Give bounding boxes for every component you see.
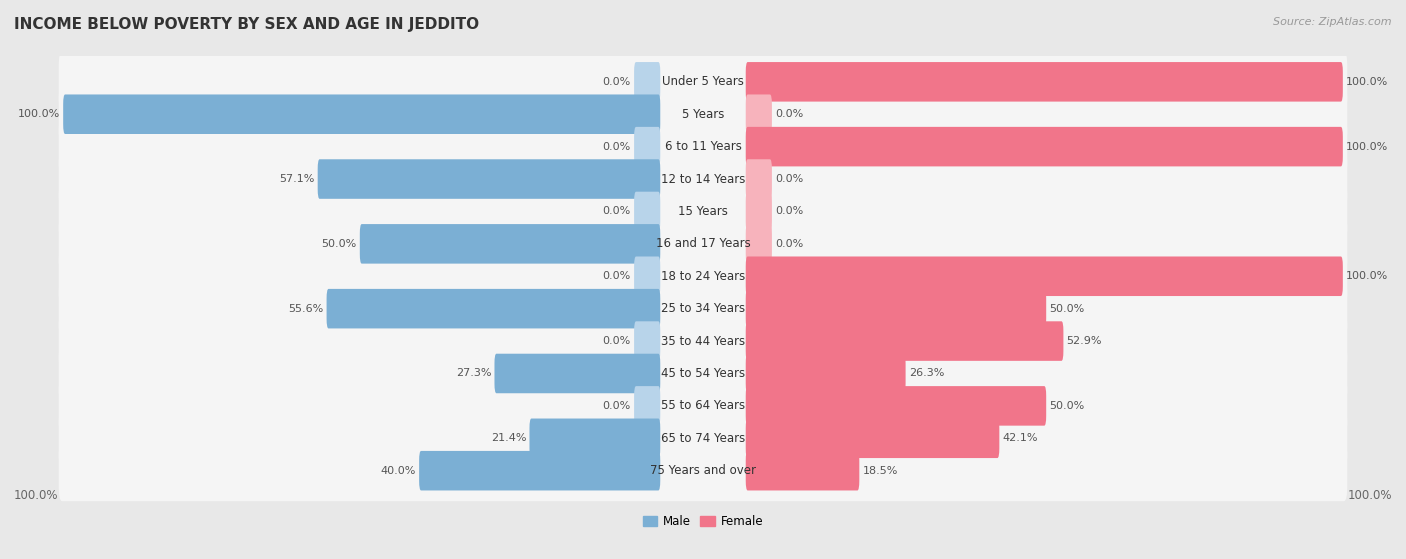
FancyBboxPatch shape [63,94,661,134]
FancyBboxPatch shape [745,289,1046,329]
Text: 100.0%: 100.0% [1347,490,1392,503]
Text: 0.0%: 0.0% [775,206,803,216]
Text: Source: ZipAtlas.com: Source: ZipAtlas.com [1274,17,1392,27]
FancyBboxPatch shape [530,419,661,458]
Text: 55 to 64 Years: 55 to 64 Years [661,399,745,413]
FancyBboxPatch shape [745,62,1343,102]
FancyBboxPatch shape [59,278,1347,339]
FancyBboxPatch shape [745,321,1063,361]
Text: 16 and 17 Years: 16 and 17 Years [655,238,751,250]
Text: 27.3%: 27.3% [456,368,491,378]
FancyBboxPatch shape [745,94,772,134]
Text: 35 to 44 Years: 35 to 44 Years [661,335,745,348]
Text: 15 Years: 15 Years [678,205,728,218]
FancyBboxPatch shape [495,354,661,393]
Text: 100.0%: 100.0% [1346,77,1388,87]
Text: 5 Years: 5 Years [682,108,724,121]
FancyBboxPatch shape [634,192,661,231]
Text: 50.0%: 50.0% [1049,304,1084,314]
FancyBboxPatch shape [745,451,859,490]
FancyBboxPatch shape [745,419,1000,458]
Text: 21.4%: 21.4% [491,433,526,443]
Text: 6 to 11 Years: 6 to 11 Years [665,140,741,153]
FancyBboxPatch shape [419,451,661,490]
FancyBboxPatch shape [634,386,661,425]
Text: 18.5%: 18.5% [862,466,898,476]
Text: 25 to 34 Years: 25 to 34 Years [661,302,745,315]
FancyBboxPatch shape [634,127,661,167]
Text: 18 to 24 Years: 18 to 24 Years [661,270,745,283]
Text: 0.0%: 0.0% [603,141,631,151]
Text: 100.0%: 100.0% [1346,271,1388,281]
FancyBboxPatch shape [59,214,1347,274]
FancyBboxPatch shape [745,127,1343,167]
FancyBboxPatch shape [59,440,1347,501]
FancyBboxPatch shape [360,224,661,264]
FancyBboxPatch shape [318,159,661,199]
Text: 0.0%: 0.0% [603,271,631,281]
FancyBboxPatch shape [634,62,661,102]
Text: 42.1%: 42.1% [1002,433,1038,443]
FancyBboxPatch shape [59,181,1347,242]
FancyBboxPatch shape [59,408,1347,469]
FancyBboxPatch shape [745,159,772,199]
Text: 100.0%: 100.0% [18,109,60,119]
FancyBboxPatch shape [59,84,1347,145]
Legend: Male, Female: Male, Female [638,510,768,533]
Text: Under 5 Years: Under 5 Years [662,75,744,88]
FancyBboxPatch shape [634,321,661,361]
Text: 0.0%: 0.0% [603,401,631,411]
Text: 52.9%: 52.9% [1067,336,1102,346]
Text: 65 to 74 Years: 65 to 74 Years [661,432,745,445]
FancyBboxPatch shape [59,343,1347,404]
FancyBboxPatch shape [59,116,1347,177]
Text: 57.1%: 57.1% [280,174,315,184]
Text: 50.0%: 50.0% [322,239,357,249]
Text: 0.0%: 0.0% [775,239,803,249]
Text: 100.0%: 100.0% [14,490,59,503]
Text: 0.0%: 0.0% [603,206,631,216]
Text: 0.0%: 0.0% [603,77,631,87]
Text: 0.0%: 0.0% [603,336,631,346]
Text: INCOME BELOW POVERTY BY SEX AND AGE IN JEDDITO: INCOME BELOW POVERTY BY SEX AND AGE IN J… [14,17,479,32]
FancyBboxPatch shape [59,311,1347,372]
Text: 0.0%: 0.0% [775,109,803,119]
Text: 45 to 54 Years: 45 to 54 Years [661,367,745,380]
FancyBboxPatch shape [745,257,1343,296]
FancyBboxPatch shape [745,386,1046,425]
FancyBboxPatch shape [59,246,1347,307]
FancyBboxPatch shape [59,51,1347,112]
FancyBboxPatch shape [59,149,1347,210]
FancyBboxPatch shape [745,192,772,231]
Text: 50.0%: 50.0% [1049,401,1084,411]
Text: 26.3%: 26.3% [908,368,945,378]
FancyBboxPatch shape [745,354,905,393]
Text: 12 to 14 Years: 12 to 14 Years [661,173,745,186]
FancyBboxPatch shape [745,224,772,264]
FancyBboxPatch shape [326,289,661,329]
FancyBboxPatch shape [59,376,1347,437]
Text: 55.6%: 55.6% [288,304,323,314]
FancyBboxPatch shape [634,257,661,296]
Text: 75 Years and over: 75 Years and over [650,464,756,477]
Text: 0.0%: 0.0% [775,174,803,184]
Text: 40.0%: 40.0% [381,466,416,476]
Text: 100.0%: 100.0% [1346,141,1388,151]
